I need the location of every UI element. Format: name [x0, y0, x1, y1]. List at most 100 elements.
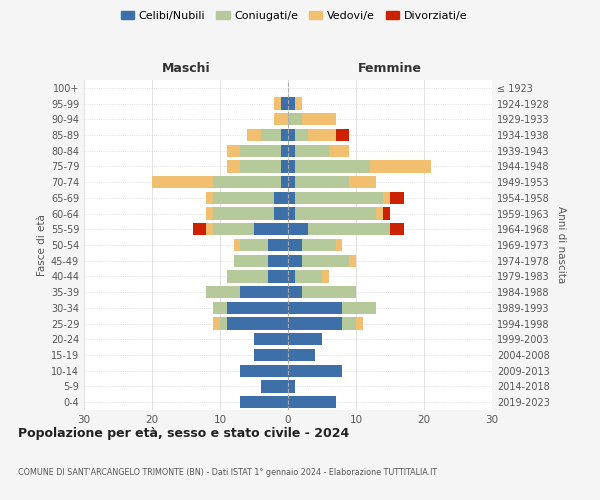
Bar — [295, 160, 370, 172]
Bar — [288, 144, 295, 157]
Bar — [288, 176, 295, 188]
Bar — [288, 333, 322, 345]
Bar — [288, 349, 315, 361]
Bar — [356, 318, 363, 330]
Bar — [288, 208, 295, 220]
Legend: Celibi/Nubili, Coniugati/e, Vedovi/e, Divorziati/e: Celibi/Nubili, Coniugati/e, Vedovi/e, Di… — [116, 6, 472, 26]
Bar — [288, 254, 302, 267]
Bar — [335, 239, 343, 251]
Bar — [193, 223, 206, 235]
Bar — [295, 192, 383, 204]
Bar — [233, 254, 268, 267]
Bar — [213, 208, 274, 220]
Bar — [295, 98, 302, 110]
Bar — [288, 129, 295, 141]
Bar — [288, 286, 302, 298]
Bar — [288, 98, 295, 110]
Bar — [322, 270, 329, 282]
Bar — [349, 176, 376, 188]
Bar — [220, 318, 227, 330]
Text: Femmine: Femmine — [358, 62, 422, 76]
Bar — [288, 270, 295, 282]
Bar — [254, 349, 288, 361]
Bar — [308, 129, 335, 141]
Bar — [268, 254, 288, 267]
Bar — [288, 113, 302, 126]
Bar — [329, 144, 349, 157]
Bar — [376, 208, 383, 220]
Bar — [295, 208, 376, 220]
Bar — [288, 380, 295, 392]
Bar — [295, 270, 322, 282]
Bar — [302, 239, 335, 251]
Bar — [302, 286, 356, 298]
Bar — [274, 192, 288, 204]
Bar — [241, 396, 288, 408]
Bar — [281, 144, 288, 157]
Bar — [241, 160, 281, 172]
Text: COMUNE DI SANT'ARCANGELO TRIMONTE (BN) - Dati ISTAT 1° gennaio 2024 - Elaborazio: COMUNE DI SANT'ARCANGELO TRIMONTE (BN) -… — [18, 468, 437, 477]
Bar — [302, 254, 349, 267]
Text: Maschi: Maschi — [161, 62, 211, 76]
Bar — [261, 129, 281, 141]
Bar — [281, 160, 288, 172]
Bar — [227, 318, 288, 330]
Bar — [288, 396, 335, 408]
Bar — [213, 192, 274, 204]
Bar — [213, 176, 281, 188]
Text: Popolazione per età, sesso e stato civile - 2024: Popolazione per età, sesso e stato civil… — [18, 428, 349, 440]
Bar — [349, 254, 356, 267]
Bar — [390, 192, 404, 204]
Bar — [152, 176, 213, 188]
Bar — [268, 270, 288, 282]
Bar — [227, 144, 241, 157]
Bar — [288, 302, 343, 314]
Bar — [227, 270, 268, 282]
Bar — [383, 192, 390, 204]
Bar — [254, 223, 288, 235]
Bar — [343, 302, 376, 314]
Bar — [288, 192, 295, 204]
Bar — [227, 302, 288, 314]
Bar — [241, 364, 288, 377]
Bar — [295, 144, 329, 157]
Bar — [288, 160, 295, 172]
Bar — [213, 223, 254, 235]
Bar — [274, 113, 288, 126]
Bar — [288, 223, 308, 235]
Bar — [206, 208, 213, 220]
Bar — [383, 208, 390, 220]
Bar — [213, 318, 220, 330]
Bar — [370, 160, 431, 172]
Bar — [295, 176, 349, 188]
Bar — [241, 144, 281, 157]
Bar — [281, 129, 288, 141]
Bar — [288, 364, 343, 377]
Bar — [281, 176, 288, 188]
Bar — [390, 223, 404, 235]
Bar — [295, 129, 308, 141]
Bar — [274, 208, 288, 220]
Bar — [288, 318, 343, 330]
Bar — [343, 318, 356, 330]
Bar — [302, 113, 335, 126]
Bar — [308, 223, 390, 235]
Bar — [268, 239, 288, 251]
Bar — [241, 286, 288, 298]
Bar — [227, 160, 241, 172]
Bar — [213, 302, 227, 314]
Bar — [206, 286, 241, 298]
Bar — [261, 380, 288, 392]
Bar — [288, 239, 302, 251]
Bar — [206, 192, 213, 204]
Bar — [254, 333, 288, 345]
Y-axis label: Anni di nascita: Anni di nascita — [556, 206, 566, 284]
Bar — [335, 129, 349, 141]
Bar — [281, 98, 288, 110]
Bar — [274, 98, 281, 110]
Bar — [247, 129, 261, 141]
Bar — [241, 239, 268, 251]
Bar — [206, 223, 213, 235]
Y-axis label: Fasce di età: Fasce di età — [37, 214, 47, 276]
Bar — [233, 239, 241, 251]
